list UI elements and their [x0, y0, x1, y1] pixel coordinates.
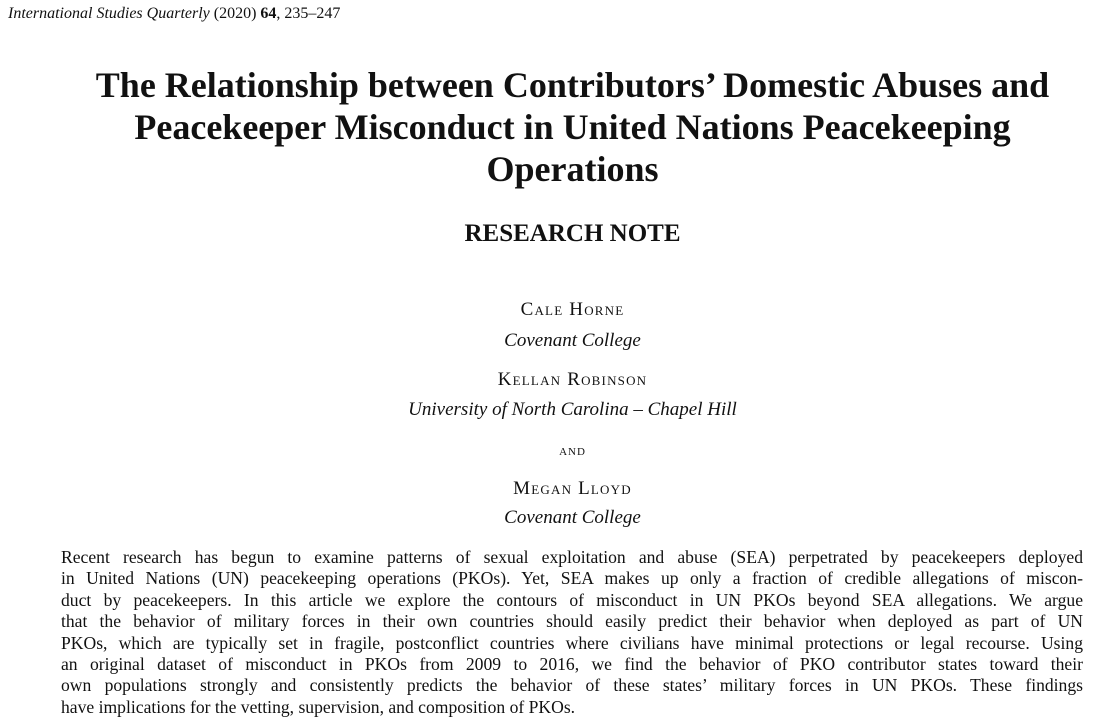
title-line: Peacekeeper Misconduct in United Nations…	[134, 107, 1011, 147]
abstract-line: duct by peacekeepers. In this article we…	[61, 589, 1083, 610]
author-conjunction: AND	[559, 443, 586, 459]
author-affiliation: Covenant College	[504, 330, 641, 351]
author-name: Megan Lloyd	[513, 478, 632, 499]
abstract-line: PKOs, which are typically set in fragile…	[61, 632, 1083, 653]
journal-citation: International Studies Quarterly (2020) 6…	[8, 4, 340, 24]
author-affiliation: University of North Carolina – Chapel Hi…	[408, 399, 737, 420]
abstract-line: an original dataset of misconduct in PKO…	[61, 654, 1083, 675]
abstract-line: have implications for the vetting, super…	[61, 696, 576, 717]
abstract-line: that the behavior of military forces in …	[61, 611, 1083, 632]
article-title: The Relationship between Contributors’ D…	[40, 64, 1105, 190]
author-name: Kellan Robinson	[497, 369, 648, 390]
article-type: RESEARCH NOTE	[464, 220, 681, 247]
abstract-line: Recent research has begun to examine pat…	[61, 547, 1083, 567]
journal-year: (2020)	[213, 5, 257, 22]
title-line: Operations	[486, 149, 659, 189]
author-affiliation: Covenant College	[504, 507, 641, 528]
abstract-line: in United Nations (UN) peacekeeping oper…	[61, 568, 1083, 589]
journal-name: International Studies Quarterly	[8, 5, 210, 22]
title-line: The Relationship between Contributors’ D…	[95, 65, 1050, 105]
author-name: Cale Horne	[520, 299, 625, 320]
abstract: Recent research has begun to examine pat…	[61, 547, 1083, 718]
journal-volume: 64	[260, 5, 277, 22]
abstract-line: own populations strongly and consistentl…	[61, 675, 1083, 696]
journal-pages: , 235–247	[276, 5, 341, 22]
